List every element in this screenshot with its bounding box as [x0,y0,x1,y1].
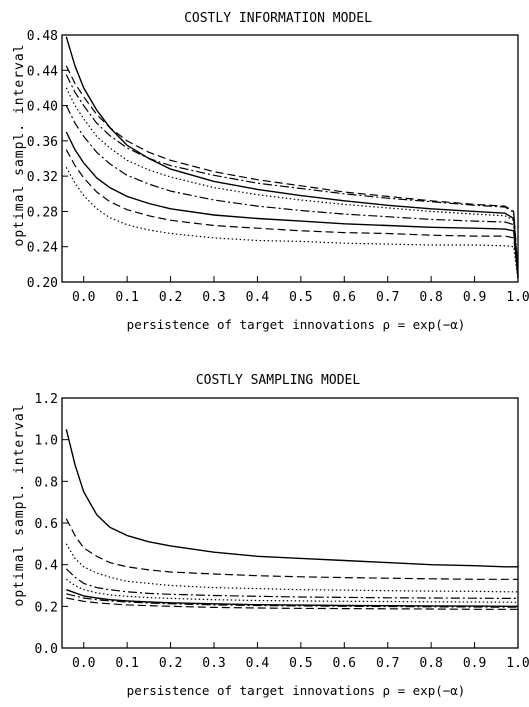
y-axis-label: optimal sampl. interval [12,403,27,606]
x-tick-label: 1.0 [506,656,529,671]
series-line-8 [65,167,519,280]
x-tick-label: 0.0 [72,656,95,671]
y-ticks: 0.0 0.2 0.4 0.6 0.8 1.0 1.2 [35,392,68,657]
series-line-7 [65,149,519,278]
y-tick-label: 1.0 [35,434,58,449]
x-tick-label: 0.9 [463,656,486,671]
series-line-2 [65,518,518,580]
x-tick-label: 0.8 [419,656,442,671]
x-tick-label: 0.2 [159,290,182,305]
x-tick-label: 0.4 [246,290,270,305]
series-line-4 [65,568,518,600]
x-tick-label: 0.6 [333,290,356,305]
series-line-3 [65,74,519,272]
costly-sampling-chart: COSTLY SAMPLING MODEL optimal sampl. int… [12,373,529,698]
series-line-4 [65,87,519,275]
plot-frame [61,34,519,283]
y-tick-label: 0.28 [27,205,58,220]
y-tick-label: 1.2 [35,392,58,407]
y-tick-label: 0.2 [35,600,58,615]
y-tick-label: 0.6 [35,517,58,532]
y-tick-label: 0.8 [35,475,58,490]
x-tick-label: 0.8 [419,290,442,305]
x-tick-label: 0.3 [202,290,225,305]
series-line-1 [65,36,519,278]
y-tick-label: 0.48 [27,29,58,44]
y-tick-label: 0.24 [27,241,58,256]
series-line-2 [65,65,519,274]
x-ticks: 0.0 0.1 0.2 0.3 0.4 0.5 0.6 0.7 0.8 0.9 1.0 [72,276,529,305]
series-line-6 [66,589,518,607]
x-tick-label: 0.9 [463,290,486,305]
x-tick-label: 1.0 [506,290,529,305]
series-lines [65,36,519,280]
y-tick-label: 0.0 [35,642,58,657]
y-axis-label: optimal sampl. interval [12,43,27,246]
costly-information-chart: COSTLY INFORMATION MODEL optimal sampl. … [12,11,529,332]
x-tick-label: 0.6 [333,656,356,671]
x-tick-label: 0.1 [115,656,138,671]
x-ticks: 0.0 0.1 0.2 0.3 0.4 0.5 0.6 0.7 0.8 0.9 1.0 [72,642,529,671]
y-tick-label: 0.40 [27,100,58,115]
x-tick-label: 0.1 [115,290,138,305]
x-tick-label: 0.2 [159,656,182,671]
x-tick-label: 0.5 [289,290,312,305]
series-line-6 [65,131,519,278]
x-tick-label: 0.0 [72,290,95,305]
plot-frame [61,397,519,649]
x-tick-label: 0.4 [246,656,270,671]
series-line-5 [65,105,519,275]
series-line-7 [66,593,518,608]
x-axis-label: persistence of target innovations ρ = ex… [127,317,466,332]
y-ticks: 0.20 0.24 0.28 0.32 0.36 0.40 0.44 0.48 [27,29,68,291]
series-line-1 [65,429,518,568]
x-tick-label: 0.7 [376,656,399,671]
x-tick-label: 0.7 [376,290,399,305]
y-tick-label: 0.32 [27,170,58,185]
x-axis-label: persistence of target innovations ρ = ex… [127,683,466,698]
x-tick-label: 0.3 [202,656,225,671]
y-tick-label: 0.36 [27,135,58,150]
chart-title: COSTLY INFORMATION MODEL [184,11,372,26]
series-line-8 [66,597,518,610]
series-line-5 [65,578,518,603]
chart-title: COSTLY SAMPLING MODEL [196,373,361,388]
y-tick-label: 0.44 [27,64,58,79]
series-lines [65,429,518,610]
x-tick-label: 0.5 [289,656,312,671]
y-tick-label: 0.20 [27,276,58,291]
y-tick-label: 0.4 [35,559,59,574]
